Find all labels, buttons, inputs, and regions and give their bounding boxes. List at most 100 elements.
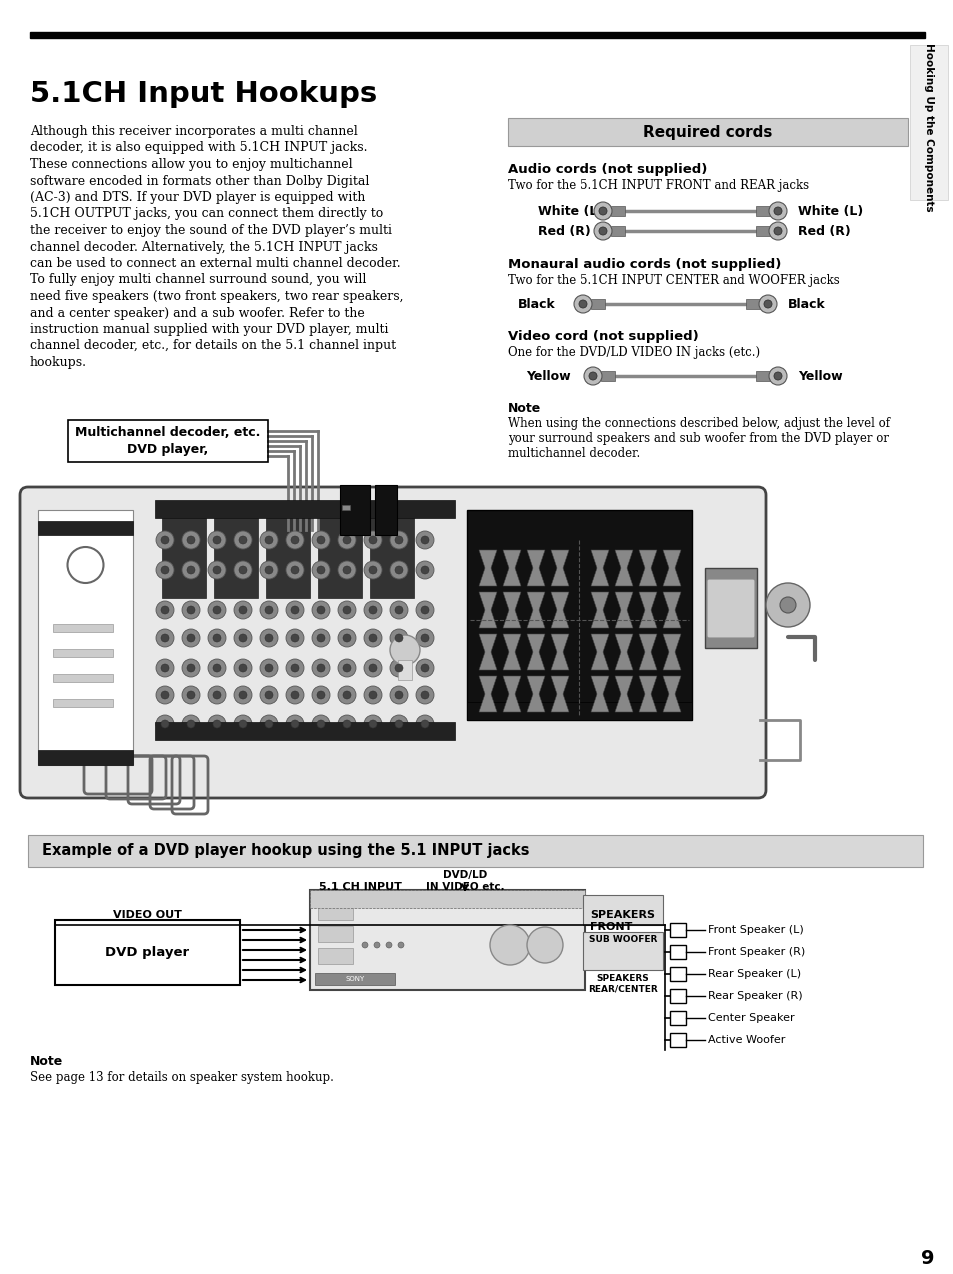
- Circle shape: [390, 634, 419, 665]
- Circle shape: [233, 531, 252, 549]
- Circle shape: [233, 601, 252, 619]
- Circle shape: [291, 691, 298, 699]
- Circle shape: [260, 685, 277, 705]
- Circle shape: [416, 531, 434, 549]
- Circle shape: [369, 536, 376, 544]
- Circle shape: [759, 296, 776, 313]
- Polygon shape: [662, 550, 680, 586]
- Text: Multichannel decoder, etc.: Multichannel decoder, etc.: [75, 427, 260, 440]
- Circle shape: [233, 561, 252, 578]
- Polygon shape: [502, 676, 520, 712]
- Circle shape: [369, 634, 376, 642]
- Polygon shape: [615, 550, 633, 586]
- Bar: [38, 510, 132, 764]
- Bar: [68, 420, 268, 462]
- Text: Video cord (not supplied): Video cord (not supplied): [507, 330, 698, 343]
- Polygon shape: [639, 550, 657, 586]
- Circle shape: [312, 659, 330, 676]
- Circle shape: [420, 606, 429, 614]
- Circle shape: [343, 634, 351, 642]
- Circle shape: [291, 566, 298, 575]
- Bar: [370, 503, 414, 598]
- Circle shape: [316, 566, 325, 575]
- Text: Example of a DVD player hookup using the 5.1 INPUT jacks: Example of a DVD player hookup using the…: [42, 843, 529, 859]
- Circle shape: [156, 685, 173, 705]
- Circle shape: [286, 715, 304, 733]
- Text: To fully enjoy multi channel surround sound, you will: To fully enjoy multi channel surround so…: [30, 274, 366, 287]
- Polygon shape: [478, 676, 497, 712]
- Text: (AC-3) and DTS. If your DVD player is equipped with: (AC-3) and DTS. If your DVD player is eq…: [30, 191, 365, 204]
- Circle shape: [364, 715, 381, 733]
- Polygon shape: [551, 592, 568, 628]
- Circle shape: [490, 925, 530, 964]
- Text: 9: 9: [921, 1249, 934, 1268]
- Text: White (L): White (L): [537, 205, 602, 218]
- Text: Yellow: Yellow: [525, 369, 570, 382]
- Circle shape: [780, 598, 795, 613]
- Polygon shape: [639, 634, 657, 670]
- Text: instruction manual supplied with your DVD player, multi: instruction manual supplied with your DV…: [30, 324, 388, 336]
- Circle shape: [265, 536, 273, 544]
- Text: Front Speaker (L): Front Speaker (L): [707, 925, 803, 935]
- Circle shape: [213, 720, 221, 727]
- Bar: [162, 503, 206, 598]
- Circle shape: [763, 299, 771, 308]
- Circle shape: [161, 536, 169, 544]
- Polygon shape: [502, 634, 520, 670]
- Circle shape: [364, 685, 381, 705]
- Circle shape: [416, 601, 434, 619]
- Bar: [53, 699, 112, 707]
- Circle shape: [260, 531, 277, 549]
- Polygon shape: [502, 592, 520, 628]
- Circle shape: [364, 659, 381, 676]
- Bar: [266, 503, 310, 598]
- Circle shape: [369, 691, 376, 699]
- Bar: [310, 891, 584, 908]
- Circle shape: [260, 561, 277, 578]
- Circle shape: [390, 715, 408, 733]
- Polygon shape: [526, 634, 544, 670]
- Circle shape: [213, 634, 221, 642]
- Circle shape: [768, 222, 786, 240]
- Bar: [154, 499, 455, 519]
- Text: White (L): White (L): [797, 205, 862, 218]
- Circle shape: [208, 715, 226, 733]
- Circle shape: [161, 566, 169, 575]
- Circle shape: [286, 629, 304, 647]
- Circle shape: [416, 715, 434, 733]
- Circle shape: [239, 720, 247, 727]
- Polygon shape: [590, 676, 608, 712]
- Text: IN VIDEO etc.: IN VIDEO etc.: [425, 882, 504, 892]
- Circle shape: [260, 601, 277, 619]
- Circle shape: [768, 203, 786, 220]
- Circle shape: [390, 531, 408, 549]
- FancyBboxPatch shape: [20, 487, 765, 798]
- Circle shape: [187, 720, 194, 727]
- Circle shape: [395, 536, 402, 544]
- Circle shape: [239, 606, 247, 614]
- Circle shape: [187, 566, 194, 575]
- Text: Active Woofer: Active Woofer: [707, 1034, 784, 1045]
- Circle shape: [156, 715, 173, 733]
- Bar: [704, 568, 757, 648]
- Circle shape: [337, 659, 355, 676]
- Bar: [310, 891, 584, 990]
- Text: See page 13 for details on speaker system hookup.: See page 13 for details on speaker syste…: [30, 1071, 334, 1084]
- Polygon shape: [662, 676, 680, 712]
- Circle shape: [265, 566, 273, 575]
- Circle shape: [773, 206, 781, 215]
- Bar: [38, 750, 132, 764]
- Text: Two for the 5.1CH INPUT FRONT and REAR jacks: Two for the 5.1CH INPUT FRONT and REAR j…: [507, 180, 808, 192]
- Circle shape: [182, 659, 200, 676]
- Text: hookups.: hookups.: [30, 355, 87, 369]
- Circle shape: [578, 299, 586, 308]
- Text: Center Speaker: Center Speaker: [707, 1013, 794, 1023]
- Circle shape: [208, 601, 226, 619]
- Circle shape: [312, 531, 330, 549]
- Polygon shape: [551, 676, 568, 712]
- Bar: [610, 206, 624, 217]
- Text: decoder, it is also equipped with 5.1CH INPUT jacks.: decoder, it is also equipped with 5.1CH …: [30, 141, 367, 154]
- Polygon shape: [478, 550, 497, 586]
- Polygon shape: [662, 592, 680, 628]
- Circle shape: [260, 659, 277, 676]
